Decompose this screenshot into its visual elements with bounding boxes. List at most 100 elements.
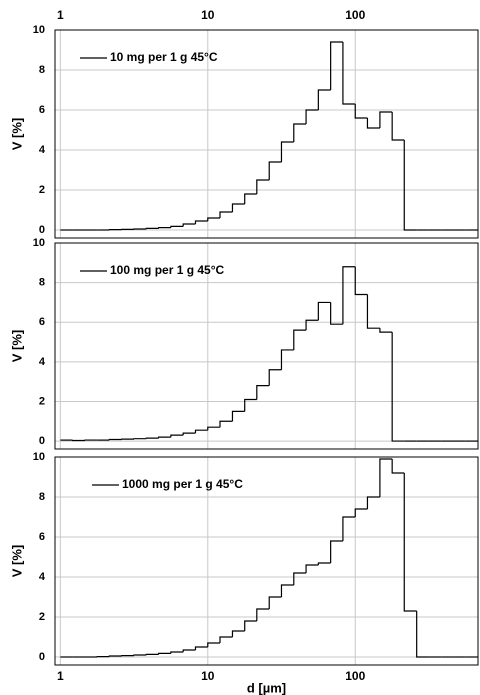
x-tick-label: 1 [57, 669, 64, 683]
histogram-step [219, 420, 233, 428]
histogram-step [194, 646, 208, 650]
legend-label: 100 mg per 1 g 45°C [110, 263, 225, 277]
histogram-step [244, 620, 257, 631]
histogram-step [182, 432, 196, 436]
histogram-step [403, 473, 417, 612]
histogram-step [207, 642, 220, 647]
histogram-step [317, 89, 331, 110]
histogram-step [145, 653, 159, 655]
histogram-step [207, 426, 220, 431]
histogram-step [133, 654, 147, 656]
y-tick-label: 8 [39, 277, 45, 289]
histogram-step [330, 41, 343, 90]
histogram-step [182, 223, 196, 227]
histogram-step [170, 434, 184, 438]
y-tick-label: 6 [39, 531, 45, 543]
histogram-step [280, 584, 294, 597]
histogram-step [366, 294, 380, 329]
histogram-step [268, 161, 282, 180]
histogram-step [280, 141, 294, 162]
histogram-step [256, 385, 270, 400]
histogram-step [342, 42, 356, 105]
histogram-step [231, 203, 245, 212]
y-tick-label: 10 [33, 451, 45, 463]
histogram-step [231, 630, 245, 637]
histogram-step [145, 437, 159, 439]
x-tick-label: 100 [345, 8, 365, 22]
y-tick-label: 2 [39, 611, 45, 623]
histogram-step [305, 109, 319, 124]
histogram-step [108, 438, 122, 441]
histogram-step [342, 516, 356, 541]
histogram-step [317, 562, 331, 565]
histogram-step [170, 651, 184, 654]
histogram-step [379, 111, 393, 128]
histogram-step [256, 179, 270, 194]
histogram-step [158, 436, 171, 439]
histogram-step [158, 652, 171, 655]
y-tick-label: 0 [39, 651, 45, 663]
histogram-step [317, 301, 331, 321]
histogram-step [379, 458, 393, 497]
histogram-step [354, 104, 368, 119]
x-tick-label: 100 [345, 669, 365, 683]
histogram-step [305, 564, 319, 573]
plot-frame [54, 242, 479, 450]
histogram-step [379, 328, 393, 333]
histogram-step [207, 217, 220, 221]
histogram-step [391, 459, 405, 474]
histogram-step [354, 508, 368, 517]
y-tick-label: 10 [33, 24, 45, 36]
y-tick-label: 4 [39, 571, 46, 583]
histogram-step [244, 398, 257, 412]
histogram-step [354, 266, 368, 296]
x-tick-label: 10 [201, 669, 215, 683]
y-axis-label: V [%] [9, 118, 24, 151]
histogram-step [145, 227, 159, 229]
y-tick-label: 6 [39, 316, 45, 328]
plot-frame [54, 29, 479, 239]
y-tick-label: 0 [39, 224, 45, 236]
histogram-step [293, 572, 307, 585]
y-tick-label: 8 [39, 491, 45, 503]
histogram-step [268, 369, 282, 386]
y-tick-label: 2 [39, 395, 45, 407]
histogram-step [391, 112, 405, 141]
histogram-step [366, 118, 380, 129]
histogram-step [293, 123, 307, 142]
histogram-step [366, 496, 380, 509]
y-tick-label: 6 [39, 104, 45, 116]
x-tick-label: 10 [201, 8, 215, 22]
histogram-step [342, 266, 356, 325]
histogram-step [231, 410, 245, 422]
y-axis-label: V [%] [9, 330, 24, 363]
histogram-step [293, 329, 307, 350]
y-tick-label: 2 [39, 184, 45, 196]
histogram-step [305, 319, 319, 331]
histogram-step [391, 332, 405, 442]
histogram-step [268, 596, 282, 609]
histogram-step [330, 540, 343, 563]
histogram-step [219, 211, 233, 218]
histogram-step [194, 220, 208, 224]
histogram-step [158, 227, 171, 229]
x-tick-label: 1 [57, 8, 64, 22]
histogram-step [182, 649, 196, 652]
histogram-step [219, 636, 233, 643]
y-tick-label: 8 [39, 64, 45, 76]
x-axis-label: d [µm] [247, 680, 286, 695]
histogram-step [280, 349, 294, 370]
y-tick-label: 4 [39, 356, 46, 368]
plot-frame [54, 456, 479, 666]
histogram-step [244, 193, 257, 204]
legend-label: 10 mg per 1 g 45°C [110, 50, 218, 64]
y-tick-label: 10 [33, 237, 45, 249]
histogram-step [256, 608, 270, 621]
y-axis-label: V [%] [9, 545, 24, 578]
histogram-step [108, 655, 122, 657]
y-tick-label: 0 [39, 435, 45, 447]
histogram-step [194, 429, 208, 434]
histogram-step [330, 302, 343, 325]
y-tick-label: 4 [39, 144, 46, 156]
